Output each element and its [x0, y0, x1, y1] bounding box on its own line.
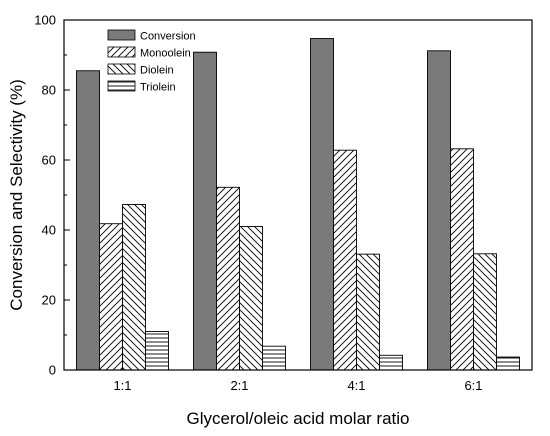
- x-tick-label: 6:1: [464, 378, 482, 393]
- y-tick-label: 20: [42, 293, 56, 308]
- bar-monoolein-6-1: [450, 148, 474, 371]
- x-tick-label: 1:1: [113, 378, 131, 393]
- bar-diolein-2-1: [239, 226, 263, 371]
- legend-swatch-monoolein: [107, 46, 136, 58]
- y-tick-label: 80: [42, 83, 56, 98]
- x-tick-label: 2:1: [230, 378, 248, 393]
- bar-diolein-6-1: [473, 253, 497, 371]
- legend-swatch-diolein: [107, 63, 136, 75]
- bar-monoolein-2-1: [216, 186, 240, 371]
- bar-conversion-4-1: [310, 38, 334, 371]
- bar-diolein-1-1: [122, 203, 146, 371]
- bar-triolein-6-1: [496, 356, 520, 371]
- bar-triolein-1-1: [145, 331, 169, 371]
- bar-monoolein-4-1: [333, 149, 357, 371]
- y-tick-label: 60: [42, 153, 56, 168]
- x-tick-label: 4:1: [347, 378, 365, 393]
- legend-label-conversion: Conversion: [140, 31, 196, 43]
- bar-conversion-6-1: [427, 50, 451, 371]
- bar-diolein-4-1: [356, 253, 380, 371]
- bar-monoolein-1-1: [99, 223, 123, 371]
- y-tick-label: 0: [49, 363, 56, 378]
- y-tick-label: 40: [42, 223, 56, 238]
- legend: Conversion Monoolein Diolein Triolein: [107, 29, 196, 94]
- legend-label-monoolein: Monoolein: [140, 48, 191, 60]
- legend-label-triolein: Triolein: [140, 82, 176, 94]
- legend-swatch-conversion: [107, 29, 136, 41]
- bar-conversion-2-1: [193, 51, 217, 371]
- bar-triolein-2-1: [262, 345, 286, 371]
- bar-triolein-4-1: [379, 354, 403, 371]
- x-axis-title: Glycerol/oleic acid molar ratio: [187, 409, 410, 428]
- y-tick-label: 100: [34, 13, 56, 28]
- legend-swatch-triolein: [107, 80, 136, 92]
- legend-label-diolein: Diolein: [140, 65, 174, 77]
- y-axis-title: Conversion and Selectivity (%): [7, 79, 26, 310]
- bar-conversion-1-1: [76, 70, 100, 371]
